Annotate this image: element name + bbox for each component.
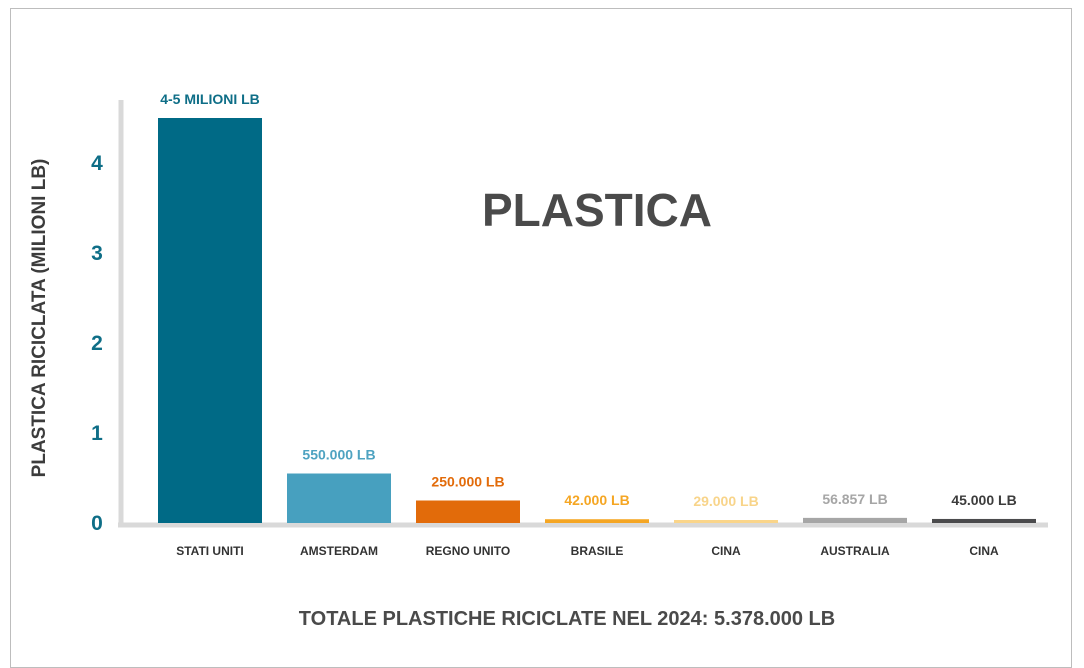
bars: 4-5 MILIONI LB STATI UNITI 550.000 LB AMSTE… xyxy=(158,91,1036,558)
y-ticks: 0 1 2 3 4 xyxy=(91,152,103,535)
bar-value-label: 29.000 LB xyxy=(693,493,758,509)
bar xyxy=(674,520,778,523)
bar xyxy=(803,517,907,523)
bar-value-label: 56.857 LB xyxy=(822,491,887,507)
y-tick-label: 0 xyxy=(91,512,103,535)
y-tick-label: 3 xyxy=(91,242,103,265)
category-label: REGNO UNITO xyxy=(426,544,510,558)
bar xyxy=(545,519,649,523)
category-label: STATI UNITI xyxy=(176,544,244,558)
bar xyxy=(158,118,262,523)
bar-value-label: 42.000 LB xyxy=(564,492,629,508)
bar xyxy=(287,473,391,523)
bar-value-label: 4-5 MILIONI LB xyxy=(160,91,260,107)
y-tick-label: 1 xyxy=(91,422,103,445)
bar-value-label: 250.000 LB xyxy=(431,474,504,490)
footer-total: TOTALE PLASTICHE RICICLATE NEL 2024: 5.3… xyxy=(299,608,835,630)
y-tick-label: 4 xyxy=(91,152,103,175)
category-label: AUSTRALIA xyxy=(820,544,890,558)
category-label: AMSTERDAM xyxy=(300,544,378,558)
y-axis-label: PLASTICA RICICLATA (MILIONI LB) xyxy=(29,159,50,478)
category-label: CINA xyxy=(711,544,741,558)
bar xyxy=(932,518,1036,523)
bar-value-label: 45.000 LB xyxy=(951,492,1016,508)
bar-chart: PLASTICA PLASTICA RICICLATA (MILIONI LB)… xyxy=(29,91,1048,630)
bar xyxy=(416,500,520,523)
bar-value-label: 550.000 LB xyxy=(302,447,375,463)
y-tick-label: 2 xyxy=(91,332,103,355)
chart-title: PLASTICA xyxy=(482,184,712,236)
category-label: CINA xyxy=(969,544,999,558)
category-label: BRASILE xyxy=(571,544,624,558)
